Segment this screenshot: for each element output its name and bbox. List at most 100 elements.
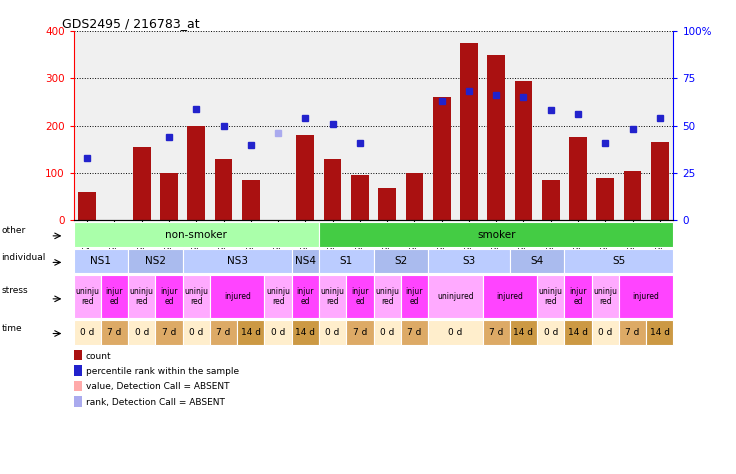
Text: value, Detection Call = ABSENT: value, Detection Call = ABSENT [86,383,230,392]
Bar [487,55,505,220]
Bar [619,275,673,318]
Bar [183,320,210,345]
Bar [651,142,669,220]
Bar [374,320,401,345]
Text: percentile rank within the sample: percentile rank within the sample [86,367,239,376]
Bar [596,178,614,220]
Bar [428,275,483,318]
Bar [319,320,346,345]
Text: 14 d: 14 d [568,328,588,337]
Bar [433,97,450,220]
Bar [291,275,319,318]
Text: uninju
red: uninju red [375,287,399,306]
Text: other: other [1,227,26,236]
Bar [160,173,178,220]
Bar [319,222,673,247]
Text: 7 d: 7 d [162,328,176,337]
Bar [319,249,374,273]
Text: 14 d: 14 d [650,328,670,337]
Bar [74,381,82,391]
Text: injur
ed: injur ed [106,287,123,306]
Bar [374,275,401,318]
Bar [297,135,314,220]
Bar [514,81,532,220]
Text: stress: stress [1,286,28,295]
Bar [101,275,128,318]
Text: 0 d: 0 d [271,328,286,337]
Bar [155,320,183,345]
Bar [592,320,619,345]
Bar [351,175,369,220]
Bar [210,320,237,345]
Text: 0 d: 0 d [325,328,340,337]
Text: GDS2495 / 216783_at: GDS2495 / 216783_at [62,17,199,30]
Text: individual: individual [1,253,46,262]
Bar [565,249,673,273]
Bar [74,275,101,318]
Bar [264,275,291,318]
Text: injured: injured [496,292,523,301]
Bar [74,350,82,360]
Text: uninju
red: uninju red [75,287,99,306]
Bar [128,275,155,318]
Bar [74,249,128,273]
Text: 0 d: 0 d [448,328,462,337]
Text: 0 d: 0 d [598,328,612,337]
Bar [623,171,641,220]
Bar [128,320,155,345]
Text: non-smoker: non-smoker [166,229,227,240]
Text: 7 d: 7 d [353,328,367,337]
Text: NS3: NS3 [227,256,248,266]
Bar [291,320,319,345]
Bar [401,275,428,318]
Text: injured: injured [224,292,251,301]
Text: injur
ed: injur ed [297,287,314,306]
Bar [619,320,646,345]
Bar [324,159,342,220]
Bar [565,275,592,318]
Bar [74,396,82,407]
Text: uninju
red: uninju red [184,287,208,306]
Bar [542,180,559,220]
Text: 7 d: 7 d [107,328,121,337]
Bar [210,275,264,318]
Bar [183,249,291,273]
Bar [74,365,82,376]
Bar [460,43,478,220]
Bar [378,188,396,220]
Bar [510,249,565,273]
Text: 7 d: 7 d [626,328,640,337]
Bar [264,320,291,345]
Text: injur
ed: injur ed [351,287,369,306]
Text: S3: S3 [462,256,475,266]
Text: 0 d: 0 d [135,328,149,337]
Text: S2: S2 [394,256,408,266]
Text: S4: S4 [531,256,544,266]
Text: uninjured: uninjured [437,292,474,301]
Bar [101,320,128,345]
Bar [291,249,319,273]
Bar [406,173,423,220]
Text: NS1: NS1 [91,256,111,266]
Bar [483,275,537,318]
Text: uninju
red: uninju red [130,287,154,306]
Text: 7 d: 7 d [407,328,422,337]
Text: uninju
red: uninju red [266,287,290,306]
Bar [128,249,183,273]
Bar [483,320,510,345]
Text: injured: injured [633,292,659,301]
Text: 7 d: 7 d [489,328,503,337]
Bar [155,275,183,318]
Bar [183,275,210,318]
Bar [188,126,205,220]
Bar [242,180,260,220]
Bar [346,275,374,318]
Bar [428,320,483,345]
Bar [592,275,619,318]
Text: injur
ed: injur ed [569,287,587,306]
Bar [215,159,233,220]
Text: 0 d: 0 d [380,328,394,337]
Bar [401,320,428,345]
Bar [537,275,565,318]
Bar [428,249,510,273]
